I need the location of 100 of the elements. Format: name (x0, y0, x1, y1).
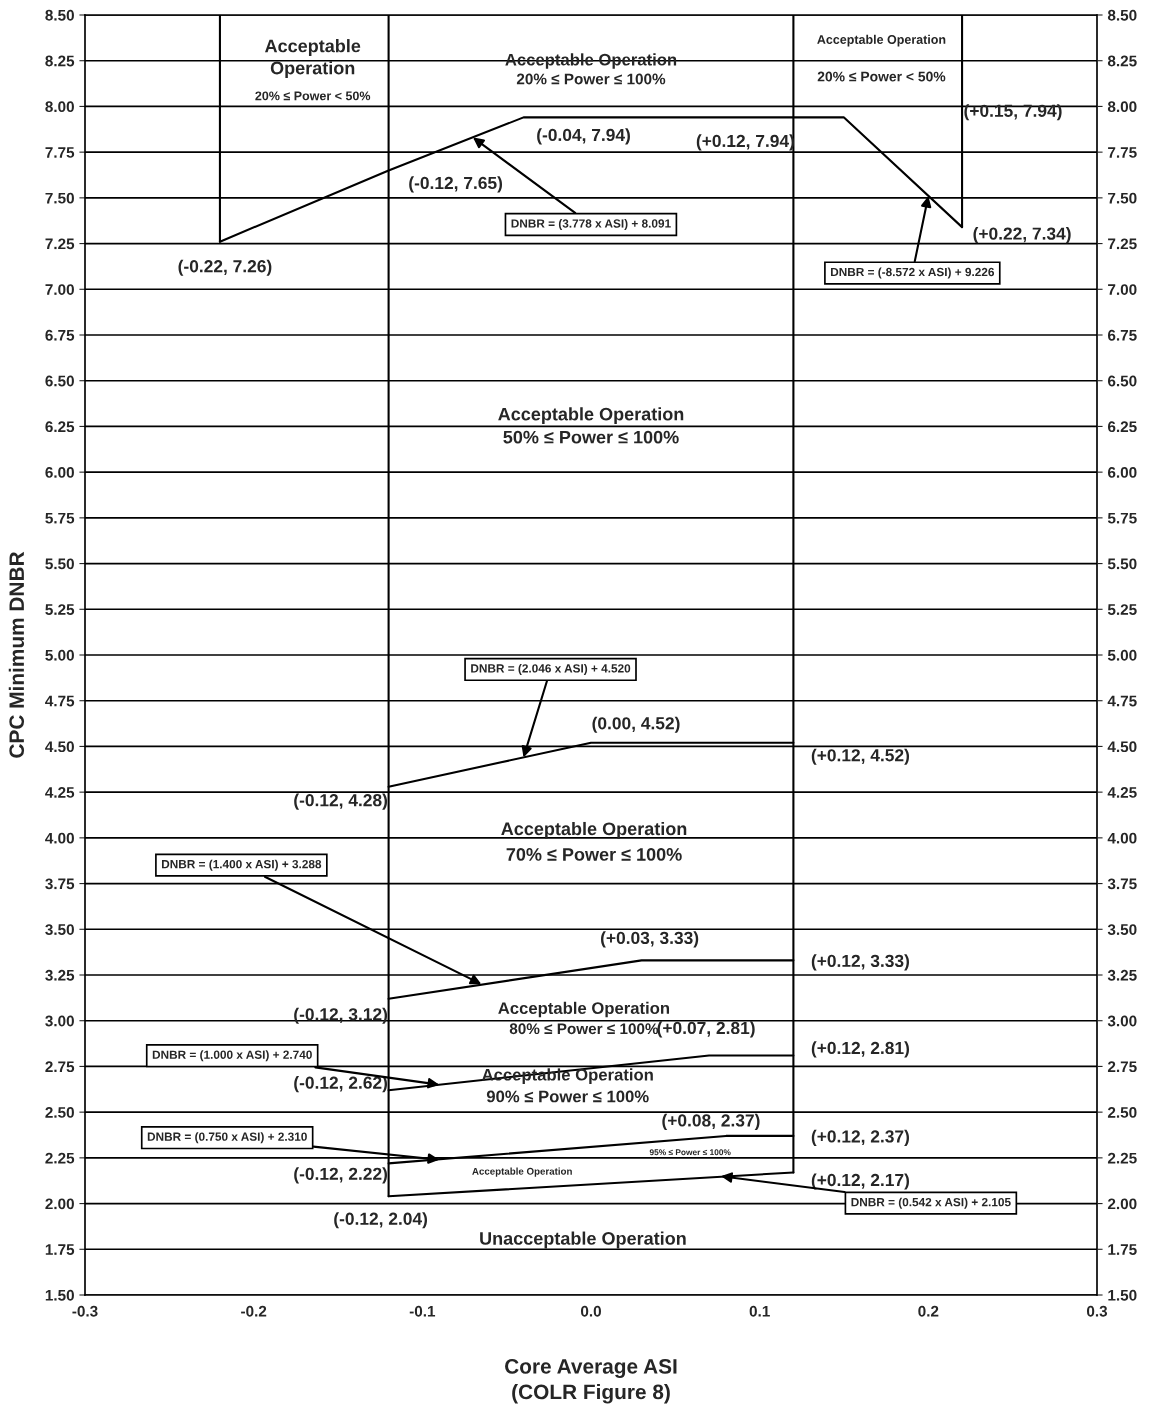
y-tick-label: 4.50 (45, 741, 74, 753)
annotation: (+0.07, 2.81) (657, 1021, 755, 1038)
annotation: 70% ≤ Power ≤ 100% (506, 848, 682, 861)
annotation: (-0.12, 7.65) (409, 176, 503, 193)
y2-tick-label: 4.75 (1107, 695, 1137, 707)
y-tick-label: 6.00 (45, 467, 74, 478)
y-tick-label: 2.50 (45, 1107, 74, 1118)
y-tick-label: 8.25 (45, 55, 75, 67)
y-tick-label: 2.75 (45, 1061, 75, 1073)
y-tick-label: 3.25 (45, 969, 75, 981)
annotation: Acceptable Operation (501, 821, 687, 839)
y-tick-label: 5.75 (45, 512, 75, 524)
annotation: DNBR = (-8.572 x ASI) + 9.226 (831, 267, 995, 279)
y2-tick-label: 2.75 (1107, 1061, 1137, 1073)
annotation: (0.00, 4.52) (592, 716, 680, 733)
y2-tick-label: 1.50 (1108, 1289, 1137, 1301)
y-tick-label: 1.75 (45, 1244, 75, 1255)
y2-tick-label: 5.25 (1107, 604, 1137, 615)
y2-tick-label: 5.00 (1107, 649, 1137, 661)
y-tick-label: 8.00 (45, 101, 74, 113)
y2-tick-label: 5.50 (1107, 558, 1137, 570)
annotation: (-0.22, 7.26) (178, 259, 272, 276)
x-tick-label: 0.1 (749, 1305, 770, 1317)
annotation: 20% ≤ Power ≤ 100% (516, 73, 666, 85)
annotation: (+0.12, 3.33) (811, 954, 909, 971)
x-tick-label: -0.1 (409, 1305, 436, 1317)
annotation: (+0.22, 7.34) (973, 227, 1071, 244)
annotation: DNBR = (1.400 x ASI) + 3.288 (162, 859, 322, 871)
y-tick-label: 5.25 (45, 604, 75, 615)
y2-tick-label: 3.00 (1107, 1015, 1137, 1027)
annotation: (-0.04, 7.94) (537, 128, 630, 145)
y-tick-label: 3.75 (45, 878, 75, 890)
annotation: Acceptable Operation (817, 34, 946, 47)
y-tick-label: 5.50 (45, 558, 74, 570)
annotation: (-0.12, 2.62) (294, 1076, 388, 1093)
y2-tick-label: 7.25 (1108, 238, 1137, 250)
y-tick-label: 6.50 (45, 375, 74, 387)
y2-tick-label: 3.75 (1107, 878, 1137, 890)
y2-tick-label: 3.50 (1107, 924, 1137, 935)
y-tick-label: 7.50 (45, 192, 74, 204)
y2-tick-label: 8.00 (1107, 101, 1137, 113)
annotation: DNBR = (0.750 x ASI) + 2.310 (147, 1132, 307, 1144)
y2-tick-label: 1.75 (1108, 1244, 1137, 1255)
y2-tick-label: 4.00 (1107, 832, 1137, 844)
annotation: Acceptable Operation (264, 39, 361, 78)
y-tick-label: 2.00 (45, 1198, 74, 1210)
annotation: Unacceptable Operation (480, 1231, 686, 1249)
y2-tick-label: 7.50 (1108, 192, 1137, 204)
y-tick-label: 2.25 (45, 1152, 75, 1164)
annotation: DNBR = (3.778 x ASI) + 8.091 (511, 219, 671, 231)
annotation: DNBR = (1.000 x ASI) + 2.740 (152, 1050, 312, 1062)
annotation: (+0.03, 3.33) (601, 931, 699, 948)
y2-tick-label: 3.25 (1107, 969, 1137, 981)
y-axis-title: CPC Minimum DNBR (8, 551, 25, 758)
x-axis-title: Core Average ASI (COLR Figure 8) (505, 1359, 677, 1404)
annotation: (+0.12, 2.37) (811, 1129, 909, 1147)
y2-tick-label: 6.25 (1107, 421, 1137, 433)
y2-tick-label: 6.00 (1107, 467, 1137, 478)
y2-tick-label: 7.00 (1108, 284, 1137, 295)
y2-tick-label: 2.00 (1107, 1198, 1137, 1210)
y-tick-label: 8.50 (45, 9, 74, 21)
annotation: 20% ≤ Power < 50% (817, 71, 946, 82)
y-tick-label: 6.75 (45, 329, 75, 341)
annotation: Acceptable Operation (498, 407, 684, 425)
y-tick-label: 3.00 (45, 1015, 74, 1027)
annotation: Acceptable Operation (498, 1001, 670, 1018)
y-tick-label: 3.50 (45, 924, 74, 935)
annotation: (-0.12, 2.04) (334, 1212, 428, 1229)
y2-tick-label: 2.25 (1107, 1152, 1137, 1164)
annotation: Acceptable Operation (472, 1167, 572, 1177)
y-tick-label: 7.75 (45, 147, 75, 158)
y2-tick-label: 6.50 (1107, 375, 1137, 387)
y-tick-label: 4.75 (45, 695, 75, 707)
annotation: (-0.12, 4.28) (294, 793, 388, 810)
y2-tick-label: 4.25 (1107, 787, 1137, 798)
y2-tick-label: 8.50 (1107, 9, 1137, 21)
annotation: (+0.12, 2.17) (811, 1173, 909, 1190)
y2-tick-label: 4.50 (1107, 741, 1137, 753)
y2-tick-label: 2.50 (1107, 1107, 1137, 1118)
y-tick-label: 4.00 (45, 832, 74, 844)
annotation: (+0.12, 2.81) (811, 1041, 909, 1058)
x-tick-label: 0.0 (580, 1305, 601, 1317)
y-tick-label: 7.25 (45, 238, 75, 250)
annotation: (+0.12, 4.52) (811, 748, 909, 765)
x-tick-label: 0.2 (918, 1305, 939, 1317)
y-tick-label: 6.25 (45, 421, 75, 433)
x-tick-label: -0.3 (72, 1305, 98, 1317)
annotation: (+0.08, 2.37) (662, 1113, 760, 1131)
annotation: DNBR = (0.542 x ASI) + 2.105 (851, 1197, 1011, 1209)
y-tick-label: 1.50 (45, 1289, 74, 1301)
annotation: 20% ≤ Power < 50% (255, 91, 371, 101)
y2-tick-label: 8.25 (1107, 55, 1137, 67)
y-tick-label: 4.25 (45, 787, 75, 798)
annotation: (-0.12, 2.22) (294, 1167, 388, 1184)
annotation: DNBR = (2.046 x ASI) + 4.520 (471, 663, 631, 675)
y2-tick-label: 5.75 (1107, 512, 1137, 524)
annotation: 80% ≤ Power ≤ 100% (509, 1023, 659, 1035)
x-tick-label: 0.3 (1086, 1305, 1108, 1317)
x-tick-label: -0.2 (241, 1305, 267, 1317)
annotation: 90% ≤ Power ≤ 100% (486, 1090, 649, 1103)
